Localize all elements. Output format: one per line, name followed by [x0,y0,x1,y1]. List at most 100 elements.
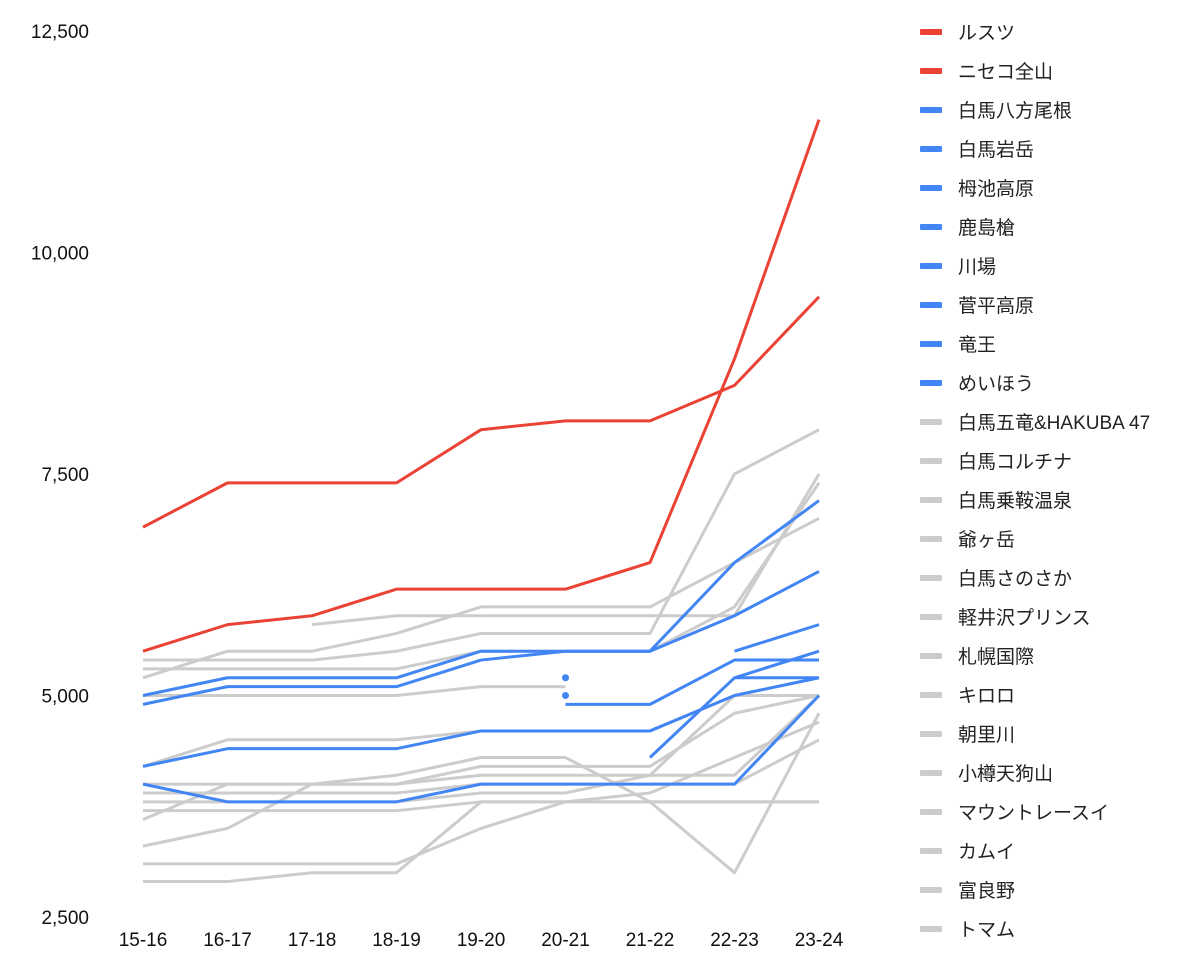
legend-swatch [920,496,942,503]
legend-label: 富良野 [958,881,1016,902]
series-path [143,720,820,866]
legend-label: 小樽天狗山 [958,764,1054,785]
legend-swatch [920,808,942,815]
series-line [142,516,820,680]
legend-swatch [920,886,942,893]
legend-item[interactable]: 鹿島槍 [920,207,1195,246]
x-tick-label: 22-23 [710,930,759,951]
series-line [562,623,820,682]
legend-label: ルスツ [958,23,1016,44]
legend-item[interactable]: 札幌国際 [920,636,1195,675]
legend-swatch [920,67,942,74]
legend-item[interactable]: 白馬五竜&HAKUBA 47 [920,402,1195,441]
legend-item[interactable]: 朝里川 [920,714,1195,753]
legend-swatch [920,340,942,347]
series-line [143,685,566,697]
y-tick-label: 5,000 [41,687,89,708]
y-axis-ticks: 2,500 5,000 7,500 10,000 12,500 [31,22,89,929]
legend-swatch [920,28,942,35]
series-line [142,499,820,697]
series-path [143,482,821,671]
legend-label: 札幌国際 [958,647,1035,668]
x-tick-label: 23-24 [795,930,844,951]
legend-swatch [920,145,942,152]
series-path [142,712,821,875]
chart-legend: ルスツニセコ全山白馬八方尾根白馬岩岳 栂池高原鹿島槍川場菅平高原竜王めいほう白馬五… [920,12,1195,948]
series-line [143,482,821,671]
legend-label: 白馬八方尾根 [958,101,1073,122]
legend-label: 爺ヶ岳 [958,530,1016,551]
legend-item[interactable]: 爺ヶ岳 [920,519,1195,558]
legend-item[interactable]: 白馬岩岳 [920,129,1195,168]
legend-item[interactable]: 富良野 [920,870,1195,909]
legend-item[interactable]: 白馬さのさか [920,558,1195,597]
series-path [142,694,821,804]
y-tick-label: 2,500 [41,908,89,929]
legend-swatch [920,418,942,425]
legend-swatch [920,730,942,737]
legend-label: 鹿島槍 [958,218,1016,239]
legend-item[interactable]: 白馬乗鞍温泉 [920,480,1195,519]
legend-label: 軽井沢プリンス [958,608,1091,629]
legend-swatch [920,535,942,542]
series-path [142,499,820,697]
series-line [142,295,821,529]
x-tick-label: 19-20 [457,930,506,951]
series-line [142,570,820,706]
series-line [142,712,821,875]
series-path [565,658,819,706]
x-tick-label: 18-19 [372,930,421,951]
legend-label: カムイ [958,842,1016,863]
series-path [142,295,821,529]
series-path [142,119,821,653]
legend-item[interactable]: 川場 [920,246,1195,285]
x-tick-label: 20-21 [541,930,590,951]
series-path [142,570,820,706]
legend-item[interactable]: カムイ [920,831,1195,870]
legend-label: 菅平高原 [958,296,1035,317]
legend-label: 白馬五竜&HAKUBA 47 [958,413,1151,434]
legend-swatch [920,223,942,230]
series-line [142,119,821,653]
legend-item[interactable]: 菅平高原 [920,285,1195,324]
series-path [143,694,821,786]
legend-item[interactable]: 軽井沢プリンス [920,597,1195,636]
legend-item[interactable]: めいほう [920,363,1195,402]
legend-item[interactable]: ニセコ全山 [920,51,1195,90]
series-path [143,800,819,884]
legend-item[interactable]: マウントレースイ [920,792,1195,831]
legend-item[interactable]: キロロ [920,675,1195,714]
legend-swatch [920,769,942,776]
legend-label: 竜王 [958,335,997,356]
x-tick-label: 17-18 [288,930,337,951]
series-line [562,676,819,699]
legend-item[interactable]: 白馬コルチナ [920,441,1195,480]
legend-swatch [920,574,942,581]
series-line [565,658,819,706]
legend-item[interactable]: トマム [920,909,1195,948]
legend-swatch [920,106,942,113]
legend-swatch [920,184,942,191]
legend-label: 川場 [958,257,997,278]
series-line [143,720,820,866]
y-tick-label: 10,000 [31,244,89,265]
legend-swatch [920,652,942,659]
legend-item[interactable]: 白馬八方尾根 [920,90,1195,129]
legend-item[interactable]: 竜王 [920,324,1195,363]
legend-label: 白馬さのさか [958,569,1073,590]
series-line [142,676,820,768]
series-lines [142,119,821,884]
legend-item[interactable]: ルスツ [920,12,1195,51]
y-tick-label: 12,500 [31,22,89,43]
legend-item[interactable]: 栂池高原 [920,168,1195,207]
x-tick-label: 16-17 [203,930,252,951]
legend-swatch [920,691,942,698]
legend-swatch [920,301,942,308]
legend-item[interactable]: 小樽天狗山 [920,753,1195,792]
x-axis-ticks: 15-16 16-17 17-18 18-19 19-20 20-21 21-22 22-23… [119,930,844,951]
legend-label: 白馬コルチナ [958,452,1073,473]
series-point [562,692,569,699]
series-line [311,473,821,627]
series-line [143,428,820,662]
series-path [648,649,820,759]
